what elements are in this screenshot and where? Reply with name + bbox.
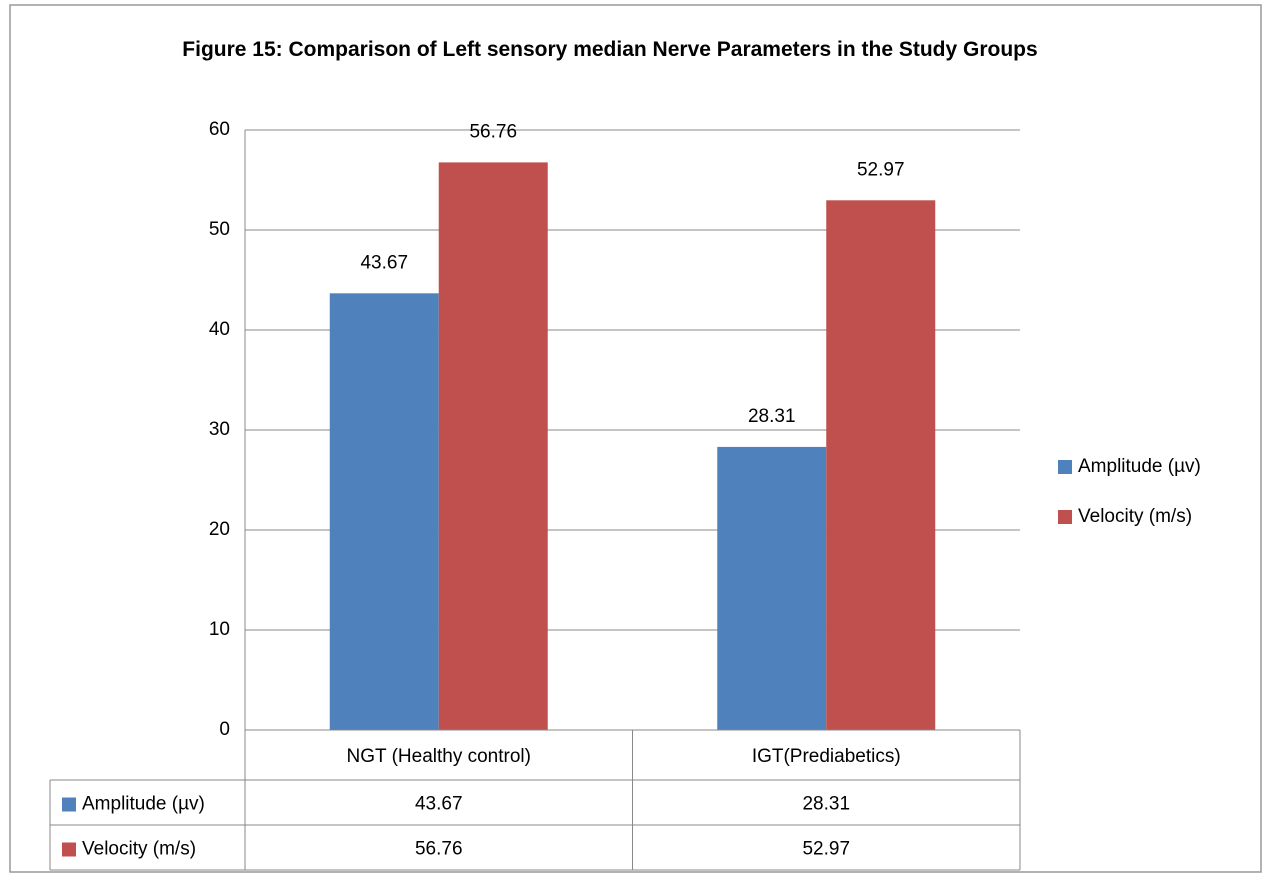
table-cell: 43.67 [415,794,463,815]
bar [826,200,936,731]
bar [329,293,439,730]
table-cell: 56.76 [415,839,463,860]
data-label: 43.67 [360,252,408,273]
legend-swatch [1058,460,1072,474]
chart-title: Figure 15: Comparison of Left sensory me… [182,38,1038,61]
chart-border [9,4,1262,873]
table-legend-swatch [62,797,76,812]
x-tick-label: NGT (Healthy control) [347,746,531,767]
x-tick-label: IGT(Prediabetics) [752,746,901,767]
legend-label: Velocity (m/s) [1078,506,1192,527]
table-cell: 28.31 [802,794,850,815]
y-tick-label: 10 [209,619,230,640]
table-row-label: Velocity (m/s) [82,839,196,860]
table-legend-swatch [62,842,76,857]
bar [717,446,827,730]
legend-label: Amplitude (µv) [1078,456,1201,477]
y-tick-label: 40 [209,319,230,340]
data-label: 28.31 [748,406,796,427]
y-tick-label: 60 [209,119,230,140]
y-tick-label: 20 [209,519,230,540]
table-row-label: Amplitude (µv) [82,794,205,815]
y-tick-label: 50 [209,219,230,240]
table-cell: 52.97 [802,839,850,860]
data-label: 52.97 [857,159,905,180]
data-label: 56.76 [469,121,517,142]
y-tick-label: 0 [219,719,230,740]
bar [438,162,548,730]
y-tick-label: 30 [209,419,230,440]
legend-swatch [1058,510,1072,524]
